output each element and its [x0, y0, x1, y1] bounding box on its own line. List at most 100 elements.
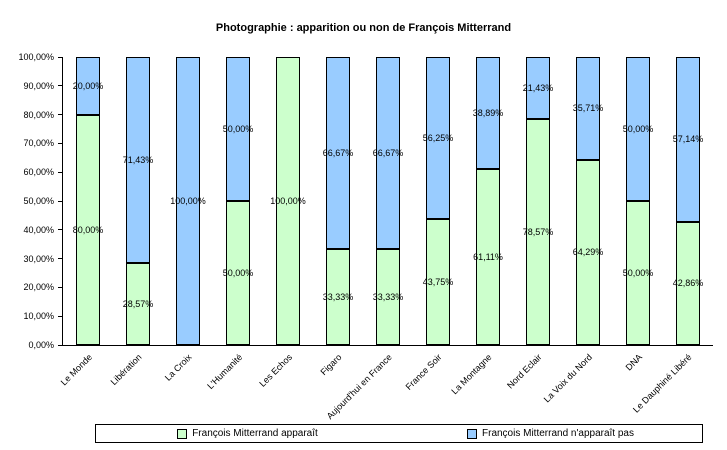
x-label-cell: Libération [109, 348, 149, 418]
bar-segment-napparait-pas: 50,00% [223, 57, 253, 201]
y-tick-mark [58, 200, 63, 202]
data-label: 43,75% [422, 277, 454, 287]
y-tick-mark [58, 315, 63, 317]
data-label: 28,57% [122, 298, 154, 309]
y-tick-label: 100,00% [18, 52, 54, 62]
bar-0: 80,00% 20,00% [73, 57, 103, 345]
data-label: 50,00% [622, 268, 654, 278]
chart-title: Photographie : apparition ou non de Fran… [215, 22, 512, 34]
data-label: 66,67% [372, 148, 404, 159]
data-label: 50,00% [222, 268, 254, 278]
x-label-cell: Le Monde [59, 348, 99, 418]
data-label: 35,71% [572, 103, 604, 114]
legend: François Mitterrand apparaît François Mi… [95, 424, 703, 443]
bar-5: 33,33% 66,67% [323, 57, 353, 345]
bar-segment-napparait-pas: 100,00% [170, 57, 206, 345]
bar-7: 43,75% 56,25% [423, 57, 453, 345]
x-label-cell: La Croix [163, 348, 199, 418]
bar-segment-napparait-pas: 35,71% [573, 57, 603, 160]
x-category-label: La Voix du Nord [541, 352, 595, 405]
y-tick-mark [58, 286, 63, 288]
bar-12: 42,86% 57,14% [673, 57, 703, 345]
data-label: 64,29% [572, 247, 604, 258]
data-label: 78,57% [522, 226, 554, 237]
bar-segment-apparait: 50,00% [223, 201, 253, 345]
data-label: 42,86% [672, 278, 704, 289]
legend-entry-apparait: François Mitterrand apparaît [96, 428, 399, 439]
bar-segment-apparait: 42,86% [673, 221, 703, 345]
data-label: 33,33% [322, 292, 354, 302]
y-tick-label: 0,00% [28, 340, 54, 350]
bar-segment-apparait: 33,33% [373, 249, 403, 345]
legend-swatch-apparait [177, 428, 188, 439]
y-tick-mark [58, 258, 63, 260]
bars-area: 80,00% 20,00% 28,57% 71,43% 100,00% 50,00% 50,… [63, 57, 713, 345]
y-axis: 0,00% 10,00% 20,00% 30,00% 40,00% 50,00% 60,00… [0, 52, 58, 350]
bar-segment-napparait-pas: 38,89% [473, 57, 503, 170]
y-tick-mark [58, 142, 63, 144]
bar-segment-apparait: 78,57% [523, 118, 553, 345]
y-tick-mark [58, 56, 63, 58]
data-label: 80,00% [72, 224, 104, 235]
x-label-cell: Aujourd'hui en France [325, 348, 399, 421]
x-category-label: La Croix [163, 352, 195, 383]
y-tick-mark [58, 85, 63, 87]
bar-9: 78,57% 21,43% [523, 57, 553, 345]
x-label-cell: France Soir [404, 348, 449, 418]
data-label: 56,25% [422, 133, 454, 143]
bar-2: 100,00% [170, 57, 206, 345]
bar-segment-apparait: 61,11% [473, 169, 503, 345]
x-category-label: L'Humanité [205, 352, 245, 392]
x-category-label: Figaro [318, 352, 345, 378]
bar-segment-napparait-pas: 66,67% [373, 57, 403, 250]
bar-segment-napparait-pas: 56,25% [423, 57, 453, 219]
x-label-cell: Nord Eclair [506, 348, 549, 418]
bar-segment-apparait: 33,33% [323, 249, 353, 345]
x-label-cell: La Montagne [450, 348, 499, 418]
data-label: 66,67% [322, 148, 354, 159]
bar-6: 33,33% 66,67% [373, 57, 403, 345]
bar-10: 64,29% 35,71% [573, 57, 603, 345]
plot-area: 80,00% 20,00% 28,57% 71,43% 100,00% 50,00% 50,… [58, 56, 713, 346]
bar-3: 50,00% 50,00% [223, 57, 253, 345]
bar-segment-napparait-pas: 21,43% [523, 57, 553, 119]
x-category-label: Les Echos [257, 352, 295, 389]
data-label: 33,33% [372, 292, 404, 302]
bar-segment-apparait: 50,00% [623, 201, 653, 345]
data-label: 71,43% [122, 154, 154, 165]
bar-11: 50,00% 50,00% [623, 57, 653, 345]
x-category-label: Libération [109, 352, 145, 388]
x-label-cell: L'Humanité [205, 348, 249, 418]
data-label: 61,11% [473, 252, 503, 262]
bar-segment-napparait-pas: 71,43% [123, 57, 153, 263]
legend-swatch-napparait-pas [467, 428, 477, 439]
legend-label-apparait: François Mitterrand apparaît [192, 428, 318, 439]
bar-segment-napparait-pas: 66,67% [323, 57, 353, 250]
x-category-label: La Montagne [449, 352, 495, 397]
y-tick-mark [58, 171, 63, 173]
bar-4: 100,00% [270, 57, 306, 345]
data-label: 20,00% [72, 80, 104, 91]
x-label-cell: Les Echos [257, 348, 299, 418]
y-tick-mark [58, 344, 63, 346]
legend-label-napparait-pas: François Mitterrand n'apparaît pas [482, 428, 634, 439]
bar-segment-apparait: 80,00% [73, 114, 103, 345]
data-label: 100,00% [270, 196, 306, 206]
y-tick-label: 80,00% [23, 109, 54, 120]
bar-1: 28,57% 71,43% [123, 57, 153, 345]
x-category-label: Le Monde [58, 352, 95, 388]
x-category-label: Nord Eclair [505, 352, 545, 391]
y-tick-label: 70,00% [23, 138, 54, 149]
x-category-label: France Soir [404, 352, 445, 392]
bar-segment-napparait-pas: 50,00% [623, 57, 653, 201]
y-tick-mark [58, 114, 63, 116]
x-axis-labels: Le Monde Libération La Croix L'Humanité Les … [59, 348, 712, 421]
x-category-label: DNA [623, 352, 645, 373]
bar-segment-napparait-pas: 57,14% [673, 57, 703, 222]
bar-segment-apparait: 64,29% [573, 159, 603, 345]
x-label-cell: Le Dauphiné Libéré [631, 348, 699, 418]
bar-segment-apparait: 28,57% [123, 262, 153, 345]
y-tick-label: 30,00% [23, 253, 54, 264]
data-label: 100,00% [170, 196, 206, 206]
